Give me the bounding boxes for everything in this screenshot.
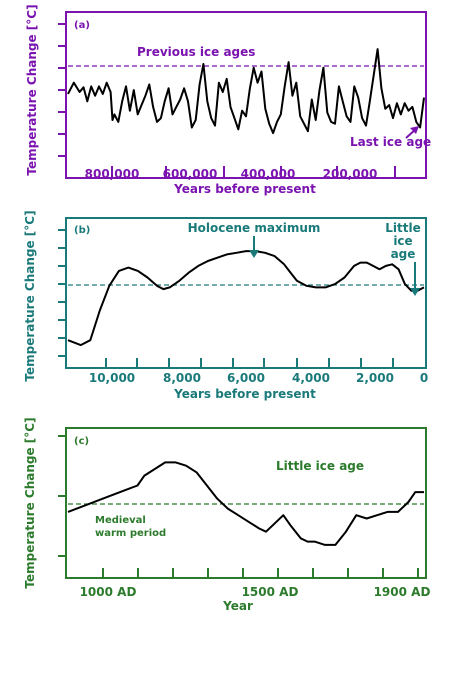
- panel-c: (c) Little ice age Medieval warm period …: [23, 417, 430, 613]
- panel-a-annotation-last-ice-age: Last ice age: [350, 135, 431, 149]
- panel-c-y-axis-label: Temperature Change [°C]: [23, 417, 37, 588]
- panel-a-tick-label-200000: 200,000: [323, 167, 378, 181]
- panel-c-annotation-warm-period: warm period: [95, 528, 166, 539]
- panel-b-x-axis-label: Years before present: [173, 387, 316, 401]
- panel-b-tick-label-0: 0: [420, 371, 428, 385]
- panel-b-tick-label-8000: 8,000: [163, 371, 201, 385]
- panel-c-temperature-curve: [67, 461, 424, 546]
- panel-b-holocene-arrow: [249, 236, 259, 258]
- panel-a: (a) Previous ice ages Last ice age Tempe…: [25, 4, 431, 196]
- panel-b-x-ticks: [105, 358, 394, 368]
- panel-c-tick-label-1900ad: 1900 AD: [374, 585, 431, 599]
- panel-b: (b) Holocene maximum Little ice age Temp…: [23, 210, 428, 401]
- panel-a-tick-label-800000: 800,000: [85, 167, 140, 181]
- panel-a-y-ticks: [58, 23, 66, 157]
- panel-a-y-axis-label: Temperature Change [°C]: [25, 4, 39, 175]
- panel-a-tick-label-400000: 400,000: [241, 167, 296, 181]
- panel-b-tick-label-6000: 6,000: [227, 371, 265, 385]
- panel-c-y-ticks: [58, 435, 66, 557]
- panel-c-annotation-little-ice-age: Little ice age: [276, 459, 364, 473]
- panel-b-tick-label-2000: 2,000: [356, 371, 394, 385]
- panel-c-x-ticks: [102, 568, 419, 578]
- panel-a-x-axis-label: Years before present: [173, 182, 316, 196]
- panel-b-frame: [65, 217, 427, 369]
- panel-b-little-ice-age-arrow: [410, 262, 420, 296]
- panel-a-temperature-curve: [67, 48, 425, 135]
- panel-c-x-axis-label: Year: [222, 599, 253, 613]
- panel-b-label: (b): [74, 225, 90, 236]
- panel-b-y-ticks: [58, 229, 66, 357]
- panel-b-temperature-curve: [67, 250, 425, 347]
- panel-b-annotation-age: age: [391, 247, 416, 261]
- panel-c-label: (c): [74, 436, 89, 447]
- panel-c-tick-label-1000ad: 1000 AD: [80, 585, 137, 599]
- panel-a-annotation-previous-ice-ages: Previous ice ages: [137, 45, 255, 59]
- panel-a-tick-label-600000: 600,000: [163, 167, 218, 181]
- panel-a-label: (a): [74, 20, 90, 31]
- panel-b-tick-label-10000: 10,000: [89, 371, 135, 385]
- panel-c-tick-label-1500ad: 1500 AD: [242, 585, 299, 599]
- panel-b-y-axis-label: Temperature Change [°C]: [23, 210, 37, 381]
- panel-a-last-ice-age-arrow: [405, 126, 419, 139]
- panel-b-annotation-little: Little: [385, 221, 420, 235]
- panel-b-tick-label-4000: 4,000: [292, 371, 330, 385]
- panel-a-frame: [65, 11, 427, 179]
- panel-b-annotation-holocene-maximum: Holocene maximum: [188, 221, 321, 235]
- panel-c-annotation-medieval: Medieval: [95, 515, 146, 526]
- panel-a-x-ticks: [111, 166, 396, 178]
- panel-b-annotation-ice: ice: [393, 234, 412, 248]
- panel-c-frame: [65, 427, 427, 579]
